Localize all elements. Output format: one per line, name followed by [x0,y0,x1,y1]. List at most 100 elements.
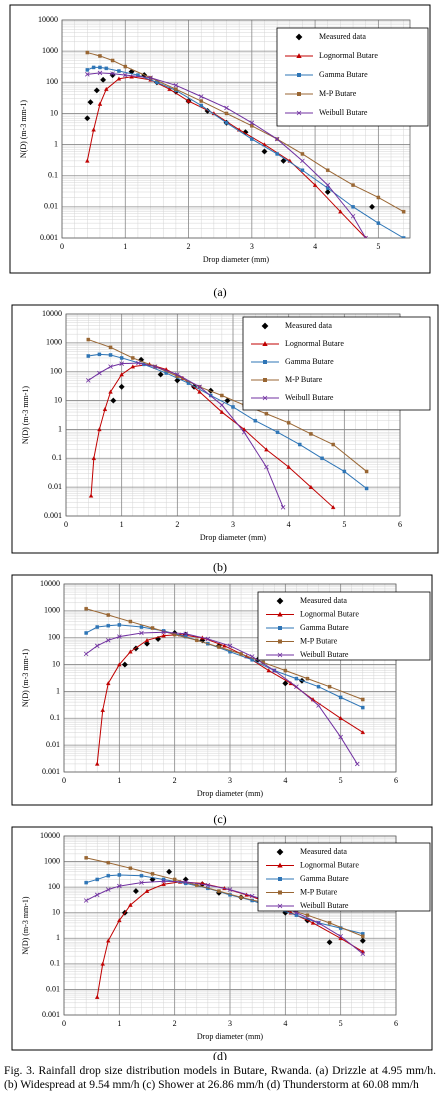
legend-label: Weibull Butare [300,901,349,910]
data-point [274,136,280,142]
data-point [198,94,204,99]
data-point [264,411,269,416]
data-point [104,86,109,91]
legend-box [242,316,431,411]
data-point [117,69,121,73]
data-point [308,484,314,489]
data-point [197,389,202,394]
y-tick-label: 0.1 [48,171,58,180]
data-point [401,209,406,214]
legend-label: Gamma Butare [300,874,349,883]
data-point [316,920,321,926]
data-point [108,353,113,357]
data-point [175,372,180,377]
data-point [97,370,102,376]
data-point [100,707,105,712]
y-tick-label: 0.1 [52,453,62,462]
x-tick-label: 5 [339,1019,343,1028]
data-point [199,99,203,103]
x-tick-label: 5 [376,242,380,251]
data-point [84,606,88,611]
data-point [161,629,166,635]
data-point [271,668,277,673]
legend-marker [278,639,282,644]
data-point [376,195,381,200]
data-point [123,64,128,69]
data-point [338,935,343,941]
data-point [97,352,102,357]
data-point [117,918,122,923]
x-tick-label: 3 [228,1019,232,1028]
data-point [224,111,229,116]
data-point [275,152,279,156]
x-tick-label: 4 [283,776,287,785]
data-point [305,676,310,681]
legend-label: Gamma Butare [285,357,334,366]
data-point [364,469,369,474]
plot-area [63,835,397,1016]
data-point [222,643,227,648]
y-tick-label: 100 [48,633,60,642]
data-point [199,103,203,108]
data-point [143,640,151,647]
data-point [327,684,332,689]
data-point [94,643,100,649]
legend-label: Measured data [300,847,347,856]
legend-marker [278,890,282,895]
panel-label: (b) [213,560,227,574]
data-point [98,65,102,70]
legend-label: Measured data [285,321,332,330]
y-tick-label: 100 [50,367,62,376]
legend-marker [262,395,268,401]
legend-label: Lognormal Butare [285,339,344,348]
x-tick-label: 3 [231,520,235,529]
data-point [172,877,177,882]
y-tick-label: 1000 [42,46,58,55]
y-tick-label: 0.01 [44,202,58,211]
data-point [253,418,258,423]
data-point [86,354,91,358]
data-point [91,65,96,70]
data-point [84,880,88,885]
plot-area [65,313,401,517]
legend-marker [263,360,267,364]
data-point [128,902,133,907]
plot-area [61,19,411,239]
data-point [338,695,343,700]
data-point [139,630,144,636]
data-point [105,887,111,892]
data-point [139,873,144,878]
y-tick-label: 0.01 [46,984,60,993]
legend-marker [297,73,301,77]
legend-marker [296,110,302,116]
data-point [249,893,255,899]
data-point [129,74,134,79]
data-point [117,873,122,877]
x-tick-label: 4 [283,1019,287,1028]
data-point [275,430,280,434]
data-point [157,371,164,378]
y-tick-label: 10000 [40,579,60,588]
data-point [85,68,90,72]
data-point [282,680,289,687]
data-point [224,397,231,404]
plot-layer [84,50,406,238]
data-point [283,668,288,673]
legend-marker [261,322,269,330]
legend-box [276,27,429,127]
x-tick-label: 1 [120,520,124,529]
data-point [83,898,89,903]
data-point [97,101,103,106]
data-point [195,638,199,643]
data-point [118,383,125,390]
legend-label: M-P Butare [285,375,323,384]
data-point [219,409,225,414]
data-point [312,182,318,187]
data-point [324,188,331,196]
data-point [119,372,124,377]
data-point [150,626,155,630]
x-tick-label: 5 [339,776,343,785]
y-axis-label: N(D) (m-3 mm-1) [21,386,30,445]
data-point [121,661,128,668]
y-tick-label: 1 [56,933,60,942]
